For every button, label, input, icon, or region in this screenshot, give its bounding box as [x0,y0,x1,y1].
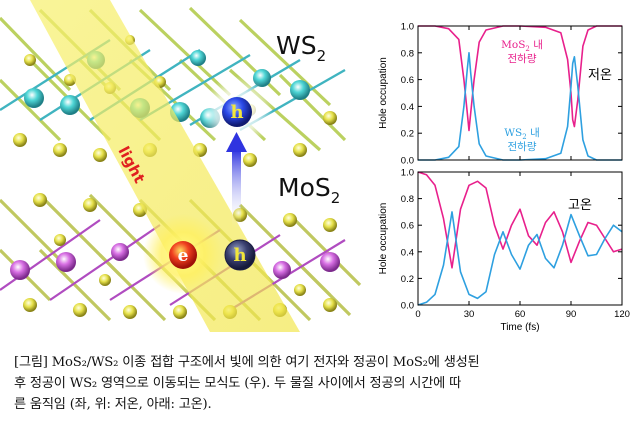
y-tick-label: 1.0 [401,168,414,179]
caption-line: 후 정공이 WS₂ 영역으로 이동되는 모식도 (우). 두 물질 사이에서 정… [14,376,462,391]
svg-text:MoS2: MoS2 [278,173,340,207]
x-axis-label: Time (fs) [500,322,539,332]
y-axis-label: Hole occupation [378,57,389,129]
y-tick-label: 1.0 [401,22,414,33]
hole-mos2: h [224,239,256,271]
y-axis-label: Hole occupation [378,203,389,275]
corner-label-bg [562,195,598,213]
series-line-1 [417,171,623,269]
series-label-2: WS2 내 [504,127,539,141]
y-tick-label: 0.8 [401,194,414,205]
x-tick-label: 30 [464,309,475,320]
y-tick-label: 0.2 [401,129,414,140]
electron-mos2: e [169,241,197,269]
series-label-1-line2: 전하량 [508,52,537,65]
x-tick-label: 60 [515,309,526,320]
svg-text:WS2: WS2 [276,31,326,65]
hole-ws2: h [222,97,252,127]
x-tick-label: 120 [614,309,630,320]
caption-line: [그림] MoS₂/WS₂ 이종 접합 구조에서 빛에 의한 여기 전자와 정공… [14,355,480,370]
caption-line: 른 움직임 (좌, 위: 저온, 아래: 고온). [14,397,212,412]
x-tick-label: 0 [415,309,420,320]
temperature-label: 고온 [568,198,592,213]
y-tick-label: 0.0 [401,301,414,312]
svg-text:e: e [178,246,189,266]
mos2-label: MoS2 [278,173,340,207]
heterostructure-illustration: light h e h WS2 MoS2 [0,0,362,332]
chart-2: 0.0 0.2 0.4 0.6 0.8 1.0 0 30 60 90 120 Hole occupat… [378,168,630,333]
y-tick-label: 0.0 [401,156,414,167]
plot-frame [417,171,623,306]
temperature-label: 저온 [588,68,612,83]
y-tick-label: 0.6 [401,75,414,86]
y-tick-label: 0.2 [401,274,414,285]
y-tick-label: 0.4 [401,102,414,113]
figure-caption: [그림] MoS₂/WS₂ 이종 접합 구조에서 빛에 의한 여기 전자와 정공… [14,352,630,415]
ws2-label: WS2 [276,31,326,65]
svg-text:h: h [230,102,243,123]
svg-text:h: h [233,245,246,266]
series-label-1: MoS2 내 [501,39,543,53]
series-line-2 [417,211,623,306]
transfer-arrow-icon [226,132,247,228]
hole-occupation-charts: 0.0 0.2 0.4 0.6 0.8 1.0 Hole occupation 저온 MoS2 … [378,22,630,333]
x-tick-label: 90 [566,309,577,320]
series-label-2-line2: 전하량 [508,140,537,153]
y-tick-label: 0.6 [401,221,414,232]
y-tick-label: 0.8 [401,48,414,59]
chart-1: 0.0 0.2 0.4 0.6 0.8 1.0 Hole occupation 저온 MoS2 … [378,22,623,167]
corner-label-bg [582,65,618,83]
y-tick-label: 0.4 [401,247,414,258]
